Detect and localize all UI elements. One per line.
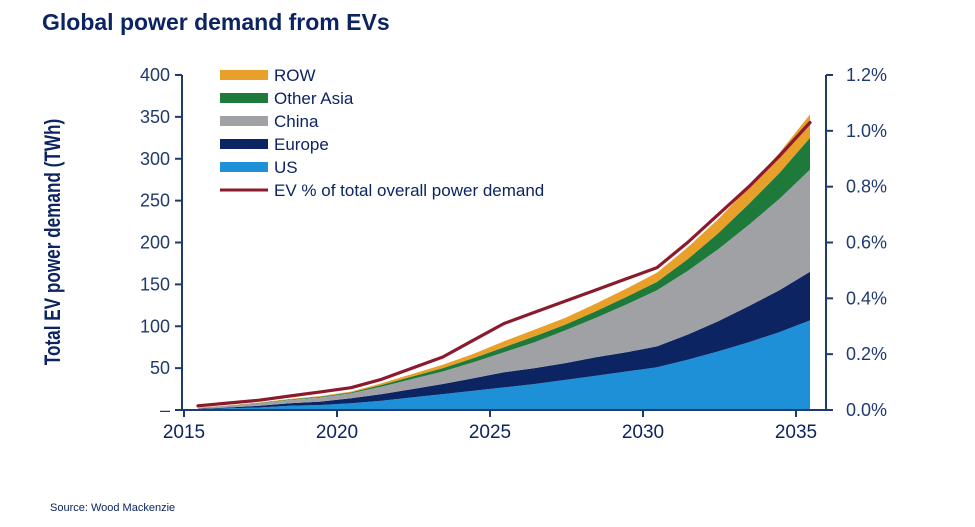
area-europe	[198, 271, 810, 410]
ev-share-line	[196, 120, 812, 408]
x-tick-label: 2015	[163, 422, 205, 443]
y2-tick-label: 1.2%	[846, 65, 887, 85]
legend-item: Europe	[220, 135, 329, 154]
legend-swatch	[220, 116, 268, 126]
stacked-areas	[198, 114, 810, 410]
legend-label: EV % of total overall power demand	[274, 181, 544, 200]
y2-tick-label: 1.0%	[846, 121, 887, 141]
x-tick-label: 2025	[469, 422, 511, 443]
y-tick-label: 250	[140, 191, 170, 211]
y2-tick-label: 0.8%	[846, 177, 887, 197]
axes: – 50 100 150 200 250 300 350 400 0.0% 0.2% 0.4% 0.6%…	[140, 65, 887, 443]
y2-tick-label: 0.4%	[846, 288, 887, 308]
y-tick-label: 300	[140, 149, 170, 169]
legend-item: China	[220, 112, 319, 131]
legend-item: US	[220, 158, 298, 177]
y-axis-label: Total EV power demand (TWh)	[41, 119, 66, 365]
legend-swatch	[220, 139, 268, 149]
legend-label: US	[274, 158, 298, 177]
legend-label: Europe	[274, 135, 329, 154]
legend-swatch	[220, 162, 268, 172]
legend-label: ROW	[274, 66, 316, 85]
x-tick-label: 2020	[316, 422, 358, 443]
y-tick-label: 100	[140, 316, 170, 336]
y-tick-label: 200	[140, 233, 170, 253]
legend-label: China	[274, 112, 319, 131]
area-china	[198, 169, 810, 409]
source-note: Source: Wood Mackenzie	[50, 502, 175, 514]
legend-swatch	[220, 93, 268, 103]
y2-tick-label: 0.6%	[846, 233, 887, 253]
y-tick-label: 150	[140, 274, 170, 294]
y2-tick-label: 0.2%	[846, 344, 887, 364]
legend-item: ROW	[220, 66, 316, 85]
y-tick-label: –	[160, 400, 170, 420]
y-tick-label: 350	[140, 107, 170, 127]
chart-title: Global power demand from EVs	[42, 9, 390, 35]
legend: ROW Other Asia China Europe US EV % of total …	[220, 66, 544, 200]
area-us	[198, 320, 810, 410]
y-tick-label: 400	[140, 65, 170, 85]
legend-item: EV % of total overall power demand	[220, 181, 544, 200]
legend-swatch	[220, 70, 268, 80]
ev-share-line-group	[196, 120, 812, 408]
legend-label: Other Asia	[274, 89, 354, 108]
legend-item: Other Asia	[220, 89, 354, 108]
x-tick-label: 2030	[622, 422, 664, 443]
y-tick-label: 50	[150, 358, 170, 378]
y2-tick-label: 0.0%	[846, 400, 887, 420]
x-tick-label: 2035	[775, 422, 817, 443]
